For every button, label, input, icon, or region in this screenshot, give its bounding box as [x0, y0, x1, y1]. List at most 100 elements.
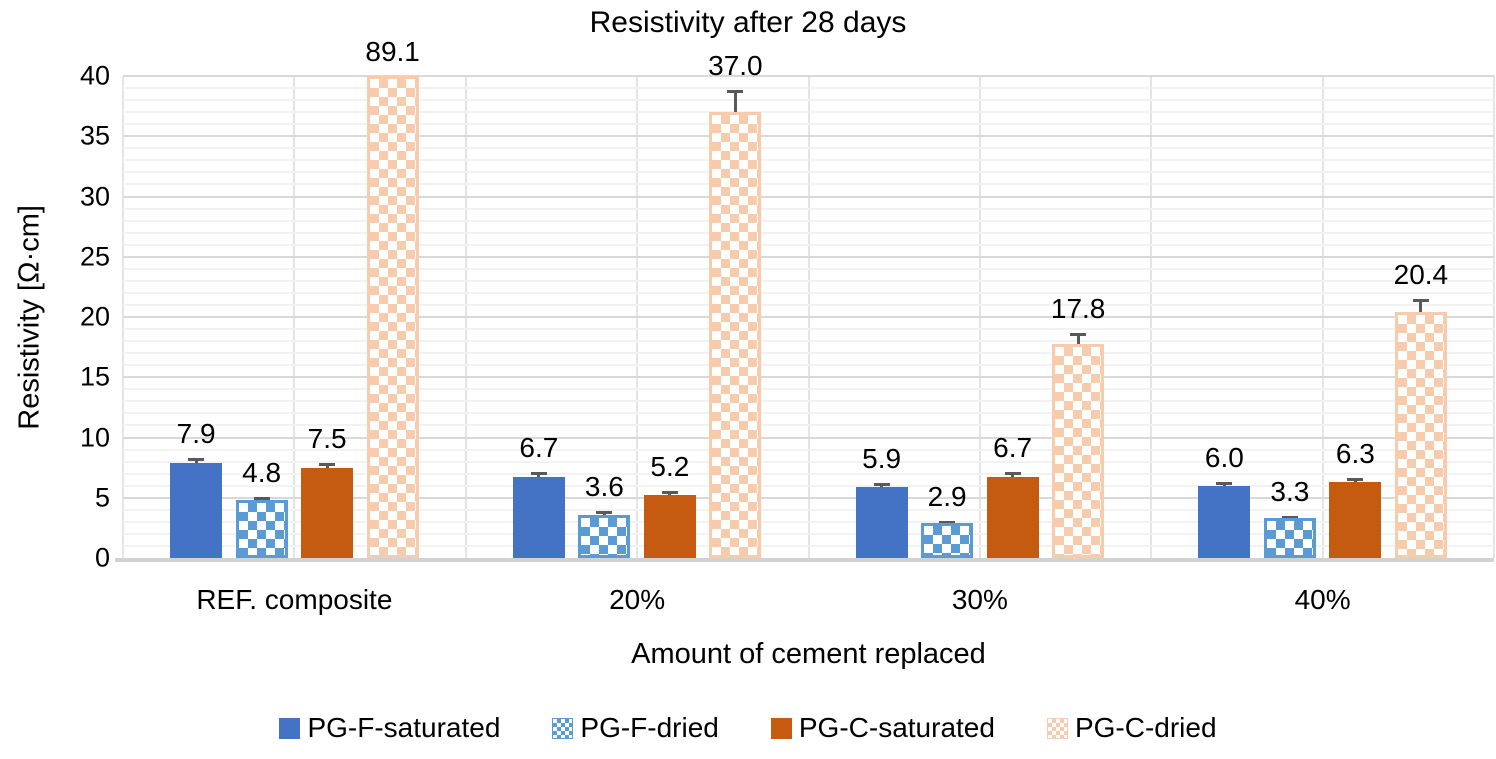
- minor-gridline: [123, 267, 1494, 270]
- value-label-PG-F-saturated-20%: 6.7: [519, 432, 559, 464]
- minor-gridline: [123, 123, 1494, 126]
- bar-PG-F-saturated-30%: [855, 486, 908, 558]
- error-bar-cap: [1070, 332, 1087, 336]
- minor-gridline: [123, 207, 1494, 210]
- minor-gridline: [123, 520, 1494, 523]
- minor-gridline: [123, 508, 1494, 511]
- legend-label-PG-C-dried: PG-C-dried: [1074, 712, 1217, 743]
- y-tick-label-10: 10: [79, 422, 110, 452]
- error-bar-PG-C-saturated-REF. composite: [325, 463, 329, 472]
- major-gridline: [123, 255, 1494, 258]
- minor-gridline: [123, 111, 1494, 114]
- minor-gridline: [123, 424, 1494, 427]
- bar-PG-C-saturated-20%: [643, 495, 696, 558]
- minor-gridline: [123, 219, 1494, 222]
- major-gridline: [123, 496, 1494, 499]
- bar-PG-F-dried-30%: [921, 523, 974, 558]
- minor-gridline: [123, 291, 1494, 294]
- value-label-PG-F-dried-20%: 3.6: [584, 471, 624, 502]
- legend-item-PG-C-saturated: PG-C-saturated: [770, 714, 995, 742]
- x-tick-label-40%: 40%: [1294, 584, 1351, 615]
- bar-PG-C-saturated-30%: [986, 477, 1039, 558]
- minor-gridline: [123, 364, 1494, 367]
- minor-gridline: [123, 388, 1494, 391]
- minor-gridline: [123, 279, 1494, 282]
- y-tick-label-35: 35: [79, 120, 110, 151]
- minor-gridline: [123, 400, 1494, 403]
- minor-gridline: [123, 532, 1494, 535]
- minor-gridline: [123, 460, 1494, 463]
- bar-PG-F-saturated-20%: [512, 477, 565, 558]
- y-tick-label-20: 20: [79, 301, 110, 332]
- value-label-PG-F-dried-40%: 3.3: [1270, 476, 1310, 508]
- y-tick-label-0: 0: [94, 542, 110, 573]
- error-bar-cap: [727, 90, 744, 94]
- bar-PG-F-dried-40%: [1263, 518, 1316, 558]
- value-label-PG-F-dried-30%: 2.9: [927, 481, 967, 513]
- chart-title: Resistivity after 28 days: [589, 6, 907, 39]
- error-bar-cap: [873, 483, 890, 487]
- error-bar-PG-F-dried-REF. composite: [260, 497, 264, 504]
- x-tick-label-30%: 30%: [951, 584, 1008, 615]
- minor-gridline: [123, 340, 1494, 343]
- minor-gridline: [123, 448, 1494, 451]
- bar-PG-F-saturated-40%: [1198, 485, 1251, 558]
- chart-legend: PG-F-saturated PG-F-dried PG-C-saturated PG…: [0, 714, 1496, 742]
- value-label-PG-F-saturated-30%: 5.9: [862, 443, 902, 475]
- value-label-PG-F-saturated-40%: 6.0: [1204, 442, 1244, 474]
- y-tick-label-40: 40: [79, 60, 110, 91]
- legend-swatch-PG-C-saturated: [770, 717, 792, 739]
- error-bar-cap: [661, 490, 678, 494]
- vertical-gridline: [1493, 76, 1495, 558]
- minor-gridline: [123, 352, 1494, 355]
- error-bar-cap: [596, 511, 613, 514]
- error-bar-cap: [1347, 477, 1364, 481]
- bar-PG-F-saturated-REF. composite: [170, 462, 223, 558]
- x-tick-label-REF. composite: REF. composite: [196, 584, 393, 615]
- legend-label-PG-F-dried: PG-F-dried: [580, 712, 719, 743]
- minor-gridline: [123, 472, 1494, 475]
- error-bar-cap: [253, 497, 270, 501]
- legend-item-PG-F-saturated: PG-F-saturated: [279, 714, 500, 742]
- error-bar-cap: [530, 472, 547, 476]
- bar-PG-F-dried-REF. composite: [235, 500, 288, 558]
- legend-swatch-PG-F-dried: [552, 717, 574, 739]
- value-label-PG-C-dried-REF. composite: 89.1: [365, 36, 420, 67]
- minor-gridline: [123, 171, 1494, 174]
- legend-swatch-PG-F-saturated: [279, 717, 301, 739]
- minor-gridline: [123, 183, 1494, 186]
- bar-PG-C-dried-REF. composite: [366, 76, 419, 558]
- minor-gridline: [123, 231, 1494, 234]
- major-gridline: [123, 195, 1494, 198]
- value-label-PG-C-dried-30%: 17.8: [1050, 292, 1106, 324]
- y-tick-label-5: 5: [94, 482, 110, 513]
- minor-gridline: [123, 412, 1494, 415]
- minor-gridline: [123, 544, 1494, 547]
- error-bar-cap: [319, 463, 336, 467]
- major-gridline: [123, 75, 1494, 77]
- minor-gridline: [123, 159, 1494, 162]
- y-tick-label-15: 15: [79, 361, 110, 392]
- bar-PG-C-saturated-40%: [1329, 482, 1382, 558]
- legend-swatch-PG-C-dried: [1046, 717, 1068, 739]
- legend-label-PG-F-saturated: PG-F-saturated: [307, 712, 501, 743]
- y-tick-label-25: 25: [79, 241, 110, 272]
- major-gridline: [123, 135, 1494, 138]
- error-bar-cap: [1412, 298, 1429, 302]
- value-label-PG-C-saturated-20%: 5.2: [650, 450, 690, 482]
- bar-PG-C-saturated-REF. composite: [301, 467, 354, 558]
- y-tick-label-30: 30: [79, 181, 110, 211]
- x-axis-line: [115, 558, 1494, 562]
- bar-PG-C-dried-20%: [709, 112, 762, 558]
- major-gridline: [123, 436, 1494, 439]
- bar-PG-F-dried-20%: [578, 514, 631, 558]
- value-label-PG-C-dried-20%: 37.0: [708, 50, 763, 82]
- legend-item-PG-C-dried: PG-C-dried: [1046, 712, 1217, 743]
- minor-gridline: [123, 328, 1494, 331]
- x-tick-label-20%: 20%: [609, 584, 666, 615]
- minor-gridline: [123, 303, 1494, 306]
- bar-PG-C-dried-40%: [1394, 312, 1447, 558]
- x-axis-title: Amount of cement replaced: [631, 638, 986, 670]
- value-label-PG-F-dried-REF. composite: 4.8: [242, 457, 282, 489]
